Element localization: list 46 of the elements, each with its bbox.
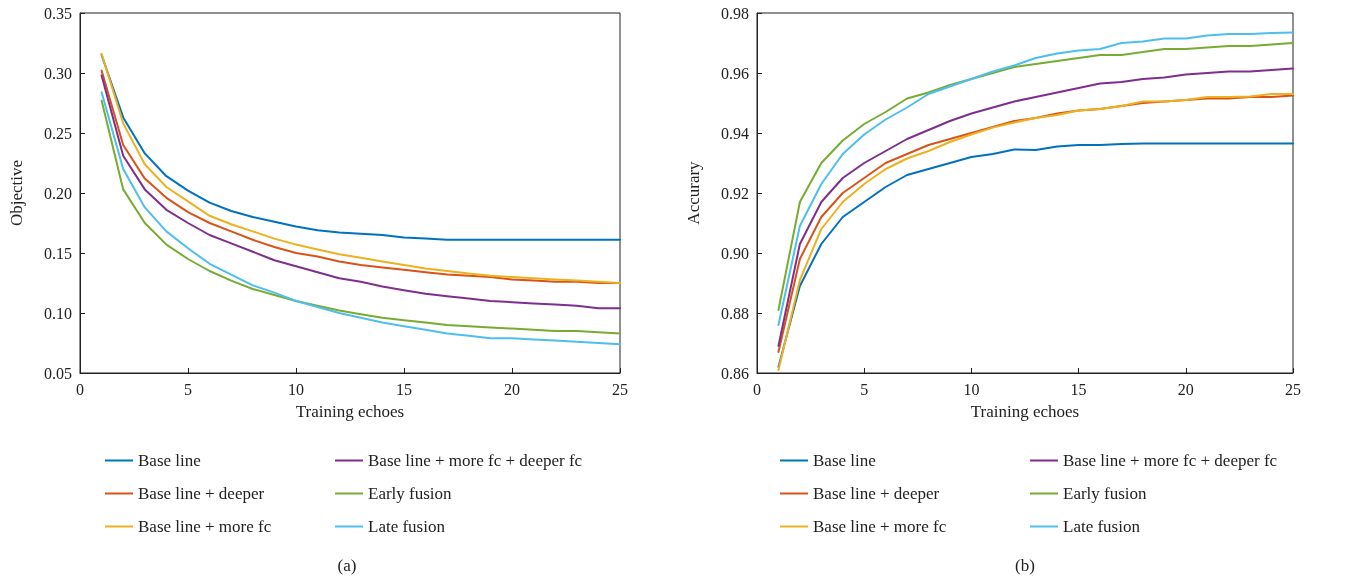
legend-label: Base line (138, 451, 201, 470)
legend-label: Base line + more fc + deeper fc (1063, 451, 1278, 470)
x-tick-label: 25 (612, 380, 628, 398)
x-tick-label: 15 (1070, 380, 1087, 398)
legend-label: Base line + deeper (138, 484, 265, 503)
y-tick-label: 0.92 (721, 184, 749, 202)
x-tick-label: 10 (963, 380, 980, 398)
y-tick-label: 0.98 (721, 4, 749, 22)
x-tick-label: 20 (1177, 380, 1194, 398)
x-tick-label: 15 (396, 380, 412, 398)
y-axis-title: Accurary (684, 160, 703, 225)
x-axis-title: Training echoes (295, 402, 405, 421)
text: (b) (1015, 556, 1035, 575)
y-tick-label: 0.15 (44, 244, 72, 262)
legend-label: Base line + more fc + deeper fc (368, 451, 583, 470)
x-tick-label: 10 (288, 380, 304, 398)
y-tick-label: 0.25 (44, 124, 72, 142)
line-series (100, 54, 621, 241)
y-axis-title: Objective (7, 159, 26, 227)
line-series (777, 142, 1294, 368)
x-tick-label: 0 (76, 380, 84, 398)
x-tick-label: 5 (860, 380, 869, 398)
y-tick-label: 0.96 (721, 64, 749, 82)
legend-label: Early fusion (1063, 484, 1148, 503)
x-axis-title: Training echoes (970, 402, 1080, 421)
y-tick-label: 0.35 (44, 4, 72, 22)
y-tick-label: 0.05 (44, 364, 72, 382)
legend-label: Base line + deeper (813, 484, 940, 503)
x-tick-label: 20 (504, 380, 520, 398)
legend-label: Base line (813, 451, 876, 470)
x-tick-label: 5 (184, 380, 192, 398)
y-tick-label: 0.30 (44, 64, 72, 82)
legend-label: Early fusion (368, 484, 453, 503)
legend-label: Base line + more fc (813, 517, 947, 536)
y-tick-label: 0.90 (721, 244, 749, 262)
y-tick-label: 0.88 (721, 304, 749, 322)
legend-label: Base line + more fc (138, 517, 272, 536)
y-tick-label: 0.94 (721, 124, 749, 142)
legend-label: Late fusion (368, 517, 446, 536)
text: (a) (337, 556, 357, 575)
y-tick-label: 0.10 (44, 304, 72, 322)
y-tick-label: 0.20 (44, 184, 72, 202)
x-tick-label: 0 (753, 380, 761, 398)
y-tick-label: 0.86 (721, 364, 749, 382)
x-tick-label: 25 (1285, 380, 1301, 398)
legend-label: Late fusion (1063, 517, 1141, 536)
